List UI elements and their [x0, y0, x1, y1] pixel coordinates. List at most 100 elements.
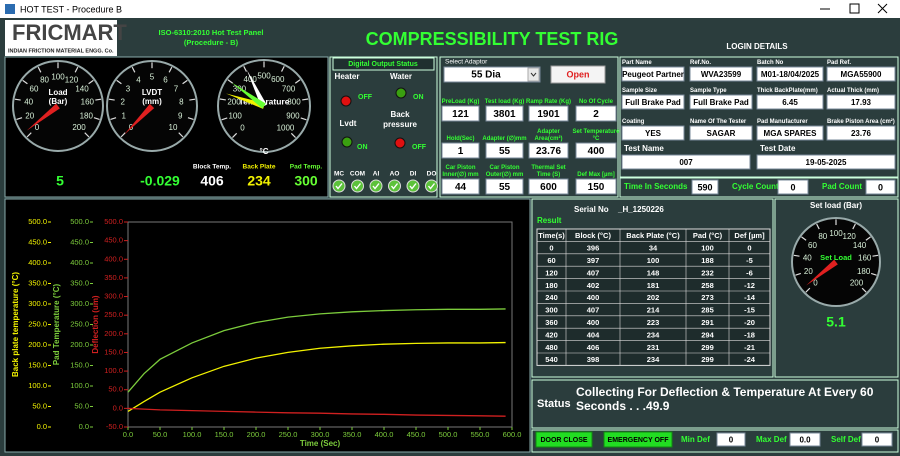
table-cell: 540 — [545, 355, 558, 364]
maximize-button[interactable] — [849, 3, 860, 14]
table-cell: 480 — [545, 343, 558, 352]
parameter-label: PreLoad (Kg) — [441, 98, 480, 105]
table-cell: 214 — [647, 306, 660, 315]
gauge-tick — [88, 79, 94, 85]
gauge-tick — [870, 272, 877, 276]
indicator-label: AO — [390, 171, 400, 178]
indicator-check — [409, 183, 417, 190]
gauge-tick — [801, 236, 807, 241]
parameter-label-area: PreLoad (Kg) — [441, 98, 480, 105]
parameter-label: Test load (Kg) — [484, 98, 525, 105]
output-state: OFF — [412, 144, 427, 151]
y2-tick-label: 0.0 — [113, 403, 123, 412]
y-tick-label: 0.0 — [79, 422, 89, 431]
x-tick-label: 300.0 — [311, 430, 330, 439]
gauge-tick — [294, 79, 301, 84]
parameter-value: 3801 — [493, 109, 516, 120]
detail-label-area: Batch No — [757, 60, 783, 66]
footer-field-value: 0 — [875, 436, 880, 445]
y-tick-label: 100.0 — [70, 381, 89, 390]
serial-value: _H_1250226 — [617, 205, 664, 214]
detail-value: Full Brake Pad — [693, 98, 749, 107]
gauge-tick-label: 900 — [286, 111, 300, 120]
detail-label-area: Sample Type — [690, 88, 727, 94]
table-cell: 0 — [747, 244, 751, 253]
gauge-tick-label: 80 — [818, 232, 827, 241]
detail-label: Ref.No. — [690, 59, 711, 66]
gauge-tick — [187, 117, 194, 121]
table-cell: 404 — [587, 330, 600, 339]
table-cell: 181 — [647, 281, 660, 290]
table-cell: 188 — [701, 256, 714, 265]
footer-button-label[interactable]: EMERGENCY OFF — [608, 437, 670, 444]
table-cell: 407 — [587, 268, 600, 277]
parameter-value: 150 — [588, 182, 605, 193]
gauge-tick-label: 200 — [72, 123, 86, 132]
parameter-label-area: Car Piston Inner(∅) mm — [442, 165, 479, 178]
detail-label: Part Name — [622, 59, 652, 66]
gauge-needle — [124, 103, 155, 135]
x-tick-label: 50.0 — [153, 430, 168, 439]
table-cell: -18 — [744, 330, 755, 339]
indicator-led — [332, 179, 346, 193]
y-tick-label: 150.0 — [28, 360, 47, 369]
adaptor-select[interactable] — [443, 66, 541, 83]
y2-tick-label: 400.0 — [104, 254, 123, 263]
series-line — [127, 407, 506, 417]
y-tick-label: 50.0 — [74, 401, 89, 410]
counter-label: Time In Seconds — [624, 182, 688, 191]
detail-value-box — [689, 66, 753, 82]
output-name-area: Back pressure — [383, 110, 417, 129]
gauge-tick — [221, 117, 228, 121]
table-cell: 400 — [587, 318, 600, 327]
table-cell: 360 — [545, 318, 558, 327]
y-tick-label: 500.0 — [28, 217, 47, 226]
parameter-value-box — [485, 178, 524, 195]
gauge-tick-label: 160 — [858, 254, 872, 263]
gauge-tick — [872, 254, 879, 257]
status-panel — [531, 379, 899, 429]
test-value-box — [621, 154, 751, 170]
table-header: Block (°C) — [575, 231, 611, 240]
gauge-tick-label: 60 — [30, 85, 39, 94]
gauge-label-area: Load (Bar) — [48, 88, 67, 106]
gauge-needle — [806, 259, 838, 286]
gauge-tick — [302, 98, 309, 101]
gauge-value: -0.029 — [140, 173, 180, 189]
parameter-label: Car Piston Inner(∅) mm — [442, 165, 479, 178]
table-cell: 100 — [647, 256, 660, 265]
footer-button-label[interactable]: DOOR CLOSE — [540, 437, 587, 444]
counter-value-box — [777, 179, 809, 195]
digital-output-title-box — [332, 57, 435, 71]
gauge-tick — [189, 98, 196, 101]
app-icon — [5, 4, 15, 14]
parameter-value-box — [485, 105, 524, 122]
counter-panel — [619, 177, 899, 198]
indicator-check — [372, 183, 380, 190]
table-cell: 300 — [545, 306, 558, 315]
parameter-label: Car Piston Outer(∅) mm — [485, 165, 524, 178]
footer-button[interactable] — [603, 431, 673, 448]
detail-value: 17.93 — [851, 98, 872, 107]
parameter-label-area: Hold(Sec) — [446, 136, 474, 142]
gauge-tick-label: 120 — [843, 232, 857, 241]
gauge-tick — [290, 132, 296, 138]
parameter-value: 400 — [588, 146, 605, 157]
table-cell: 60 — [547, 256, 555, 265]
output-led — [340, 95, 352, 107]
detail-label-area: Part Name — [622, 59, 652, 66]
x-tick-label: 400.0 — [375, 430, 394, 439]
detail-value: SAGAR — [707, 129, 736, 138]
footer-field-value-box — [716, 432, 746, 447]
close-button[interactable] — [877, 3, 888, 14]
table-cell: 231 — [647, 343, 660, 352]
gauge-tick — [232, 132, 238, 138]
detail-label-area: Coating — [622, 119, 644, 125]
open-button[interactable] — [550, 65, 606, 84]
open-button-label[interactable]: Open — [566, 69, 589, 79]
detail-value: 6.45 — [782, 98, 798, 107]
footer-button[interactable] — [535, 431, 593, 448]
detail-label-area: Actual Thick (mm) — [827, 88, 879, 94]
gauge-tick — [795, 272, 802, 276]
gauge-tick-label: 20 — [804, 267, 813, 276]
